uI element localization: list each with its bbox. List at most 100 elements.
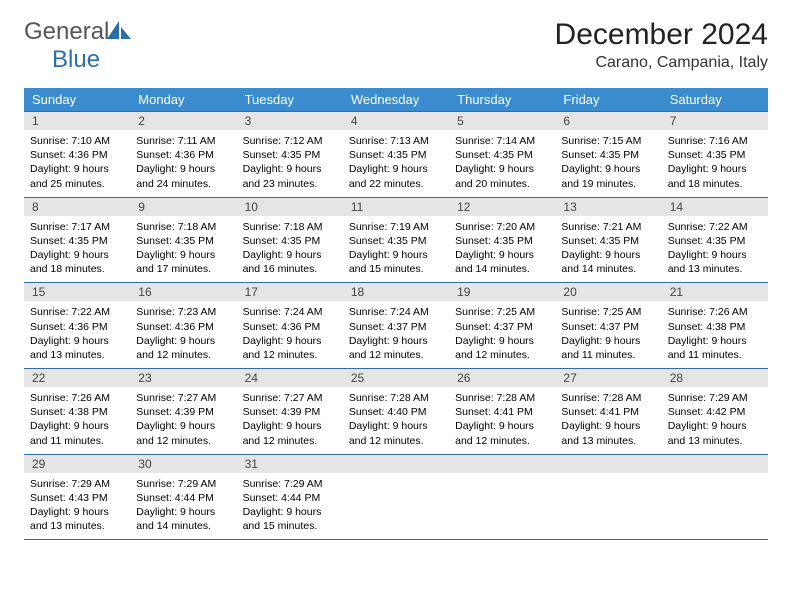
sunset-line: Sunset: 4:41 PM xyxy=(561,405,655,419)
sunset-line: Sunset: 4:35 PM xyxy=(243,148,337,162)
sunrise-line: Sunrise: 7:25 AM xyxy=(561,305,655,319)
day-number: 30 xyxy=(130,455,236,473)
sunrise-line: Sunrise: 7:29 AM xyxy=(668,391,762,405)
day-cell: 19Sunrise: 7:25 AMSunset: 4:37 PMDayligh… xyxy=(449,283,555,369)
daylight-line: Daylight: 9 hours and 11 minutes. xyxy=(668,334,762,362)
day-number: 21 xyxy=(662,283,768,301)
day-cell: 15Sunrise: 7:22 AMSunset: 4:36 PMDayligh… xyxy=(24,283,130,369)
day-number: 22 xyxy=(24,369,130,387)
month-title: December 2024 xyxy=(555,18,768,52)
day-cell: 10 Sunrise: 7:18 AMSunset: 4:35 PMDayligh… xyxy=(237,197,343,283)
day-number: 31 xyxy=(237,455,343,473)
sunset-line: Sunset: 4:44 PM xyxy=(136,491,230,505)
sunrise-line: Sunrise: 7:28 AM xyxy=(349,391,443,405)
daylight-line: Daylight: 9 hours and 15 minutes. xyxy=(349,248,443,276)
day-cell: 13Sunrise: 7:21 AMSunset: 4:35 PMDayligh… xyxy=(555,197,661,283)
sunrise-line: Sunrise: 7:22 AM xyxy=(30,305,124,319)
day-cell: 9Sunrise: 7:18 AMSunset: 4:35 PMDaylight… xyxy=(130,197,236,283)
sunset-line: Sunset: 4:39 PM xyxy=(136,405,230,419)
day-body: Sunrise: 7:16 AMSunset: 4:35 PMDaylight:… xyxy=(662,130,768,197)
week-row: 15Sunrise: 7:22 AMSunset: 4:36 PMDayligh… xyxy=(24,283,768,369)
sunrise-line: Sunrise: 7:26 AM xyxy=(30,391,124,405)
day-number: 13 xyxy=(555,198,661,216)
sunrise-line: Sunrise: 7:28 AM xyxy=(561,391,655,405)
day-body: Sunrise: 7:24 AMSunset: 4:37 PMDaylight:… xyxy=(343,301,449,368)
sunset-line: Sunset: 4:43 PM xyxy=(30,491,124,505)
day-cell: 4Sunrise: 7:13 AMSunset: 4:35 PMDaylight… xyxy=(343,112,449,198)
daylight-line: Daylight: 9 hours and 16 minutes. xyxy=(243,248,337,276)
sunset-line: Sunset: 4:35 PM xyxy=(243,234,337,248)
day-cell: 24Sunrise: 7:27 AMSunset: 4:39 PMDayligh… xyxy=(237,369,343,455)
day-number: 8 xyxy=(24,198,130,216)
daylight-line: Daylight: 9 hours and 13 minutes. xyxy=(668,248,762,276)
daylight-line: Daylight: 9 hours and 12 minutes. xyxy=(136,419,230,447)
location: Carano, Campania, Italy xyxy=(555,54,768,72)
day-number: 6 xyxy=(555,112,661,130)
day-body: Sunrise: 7:20 AMSunset: 4:35 PMDaylight:… xyxy=(449,216,555,283)
sunset-line: Sunset: 4:39 PM xyxy=(243,405,337,419)
header: GeneralBlue December 2024 Carano, Campan… xyxy=(24,18,768,74)
day-cell: 5Sunrise: 7:14 AMSunset: 4:35 PMDaylight… xyxy=(449,112,555,198)
sunrise-line: Sunrise: 7:13 AM xyxy=(349,134,443,148)
logo: GeneralBlue xyxy=(24,18,133,74)
day-cell: 29Sunrise: 7:29 AMSunset: 4:43 PMDayligh… xyxy=(24,454,130,540)
day-number: 16 xyxy=(130,283,236,301)
sunrise-line: Sunrise: 7:24 AM xyxy=(243,305,337,319)
sunset-line: Sunset: 4:36 PM xyxy=(30,320,124,334)
sunrise-line: Sunrise: 7:12 AM xyxy=(243,134,337,148)
daylight-line: Daylight: 9 hours and 12 minutes. xyxy=(349,334,443,362)
sunrise-line: Sunrise: 7:27 AM xyxy=(136,391,230,405)
daylight-line: Daylight: 9 hours and 14 minutes. xyxy=(455,248,549,276)
day-header: Friday xyxy=(555,88,661,112)
week-row: 1Sunrise: 7:10 AMSunset: 4:36 PMDaylight… xyxy=(24,112,768,198)
day-cell: 1Sunrise: 7:10 AMSunset: 4:36 PMDaylight… xyxy=(24,112,130,198)
day-body: Sunrise: 7:22 AMSunset: 4:35 PMDaylight:… xyxy=(662,216,768,283)
sunset-line: Sunset: 4:35 PM xyxy=(349,234,443,248)
sunset-line: Sunset: 4:35 PM xyxy=(561,148,655,162)
sunset-line: Sunset: 4:35 PM xyxy=(30,234,124,248)
day-cell: 12Sunrise: 7:20 AMSunset: 4:35 PMDayligh… xyxy=(449,197,555,283)
sunrise-line: Sunrise: 7:17 AM xyxy=(30,220,124,234)
week-row: 8Sunrise: 7:17 AMSunset: 4:35 PMDaylight… xyxy=(24,197,768,283)
daylight-line: Daylight: 9 hours and 13 minutes. xyxy=(30,505,124,533)
day-cell xyxy=(343,454,449,540)
day-cell: 18Sunrise: 7:24 AMSunset: 4:37 PMDayligh… xyxy=(343,283,449,369)
day-number: 3 xyxy=(237,112,343,130)
week-row: 29Sunrise: 7:29 AMSunset: 4:43 PMDayligh… xyxy=(24,454,768,540)
sunrise-line: Sunrise: 7:18 AM xyxy=(243,220,337,234)
sunrise-line: Sunrise: 7:18 AM xyxy=(136,220,230,234)
daylight-line: Daylight: 9 hours and 18 minutes. xyxy=(30,248,124,276)
day-cell: 7Sunrise: 7:16 AMSunset: 4:35 PMDaylight… xyxy=(662,112,768,198)
title-block: December 2024 Carano, Campania, Italy xyxy=(555,18,768,72)
day-body: Sunrise: 7:25 AMSunset: 4:37 PMDaylight:… xyxy=(449,301,555,368)
day-number: 10 xyxy=(237,198,343,216)
day-cell: 3Sunrise: 7:12 AMSunset: 4:35 PMDaylight… xyxy=(237,112,343,198)
day-body: Sunrise: 7:11 AMSunset: 4:36 PMDaylight:… xyxy=(130,130,236,197)
day-cell: 6Sunrise: 7:15 AMSunset: 4:35 PMDaylight… xyxy=(555,112,661,198)
sunset-line: Sunset: 4:36 PM xyxy=(30,148,124,162)
day-body: Sunrise: 7:24 AMSunset: 4:36 PMDaylight:… xyxy=(237,301,343,368)
logo-sail-icon xyxy=(107,18,133,46)
day-number: 26 xyxy=(449,369,555,387)
daylight-line: Daylight: 9 hours and 12 minutes. xyxy=(349,419,443,447)
day-number: 14 xyxy=(662,198,768,216)
week-row: 22Sunrise: 7:26 AMSunset: 4:38 PMDayligh… xyxy=(24,369,768,455)
daylight-line: Daylight: 9 hours and 20 minutes. xyxy=(455,162,549,190)
day-number: 29 xyxy=(24,455,130,473)
day-body: Sunrise: 7:12 AMSunset: 4:35 PMDaylight:… xyxy=(237,130,343,197)
day-number: 28 xyxy=(662,369,768,387)
sunrise-line: Sunrise: 7:20 AM xyxy=(455,220,549,234)
sunset-line: Sunset: 4:37 PM xyxy=(561,320,655,334)
day-number: 27 xyxy=(555,369,661,387)
sunset-line: Sunset: 4:38 PM xyxy=(668,320,762,334)
day-cell: 17Sunrise: 7:24 AMSunset: 4:36 PMDayligh… xyxy=(237,283,343,369)
day-header: Tuesday xyxy=(237,88,343,112)
day-body: Sunrise: 7:15 AMSunset: 4:35 PMDaylight:… xyxy=(555,130,661,197)
sunrise-line: Sunrise: 7:24 AM xyxy=(349,305,443,319)
day-number: 2 xyxy=(130,112,236,130)
sunset-line: Sunset: 4:35 PM xyxy=(668,148,762,162)
day-body: Sunrise: 7:22 AMSunset: 4:36 PMDaylight:… xyxy=(24,301,130,368)
sunrise-line: Sunrise: 7:28 AM xyxy=(455,391,549,405)
sunset-line: Sunset: 4:35 PM xyxy=(561,234,655,248)
day-body: Sunrise: 7:14 AMSunset: 4:35 PMDaylight:… xyxy=(449,130,555,197)
